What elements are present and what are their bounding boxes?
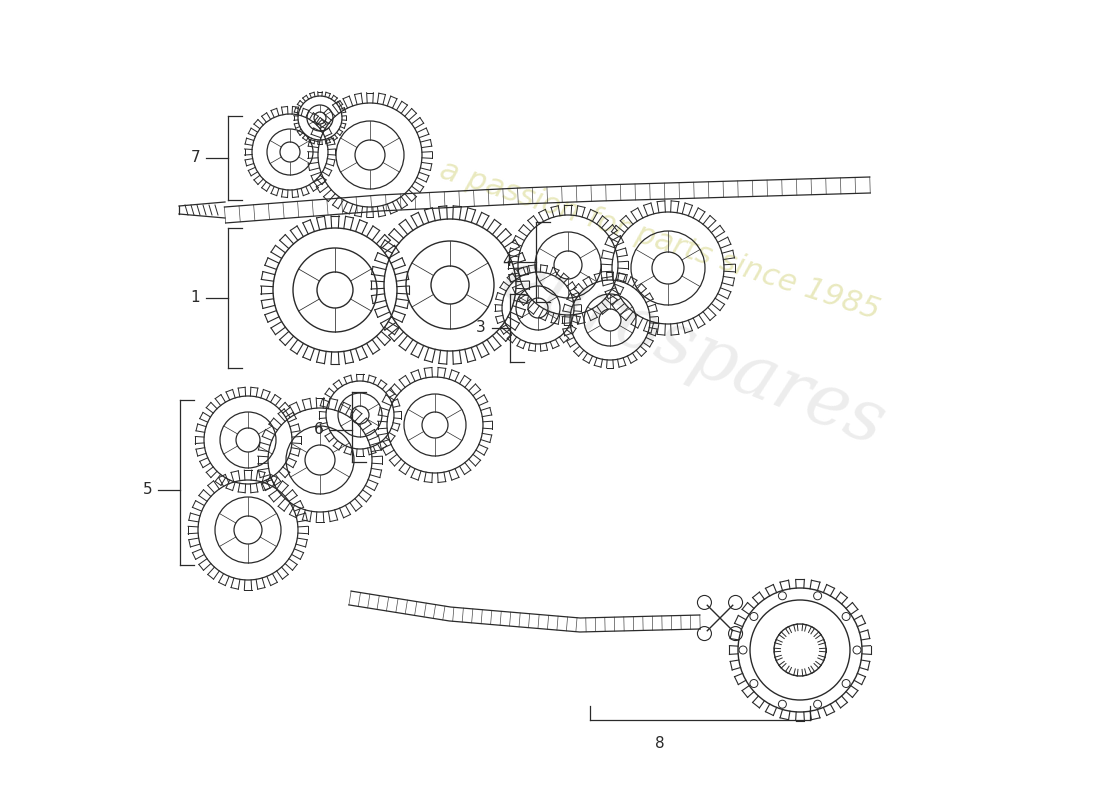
Text: 4: 4 xyxy=(503,254,512,270)
Text: 6: 6 xyxy=(315,422,324,438)
Text: 8: 8 xyxy=(656,736,664,751)
Text: 7: 7 xyxy=(190,150,200,166)
Text: eurospares: eurospares xyxy=(491,243,895,461)
Text: 1: 1 xyxy=(190,290,200,306)
Text: 5: 5 xyxy=(142,482,152,498)
Text: a passion for parts since 1985: a passion for parts since 1985 xyxy=(437,155,883,325)
Text: 3: 3 xyxy=(476,321,486,335)
